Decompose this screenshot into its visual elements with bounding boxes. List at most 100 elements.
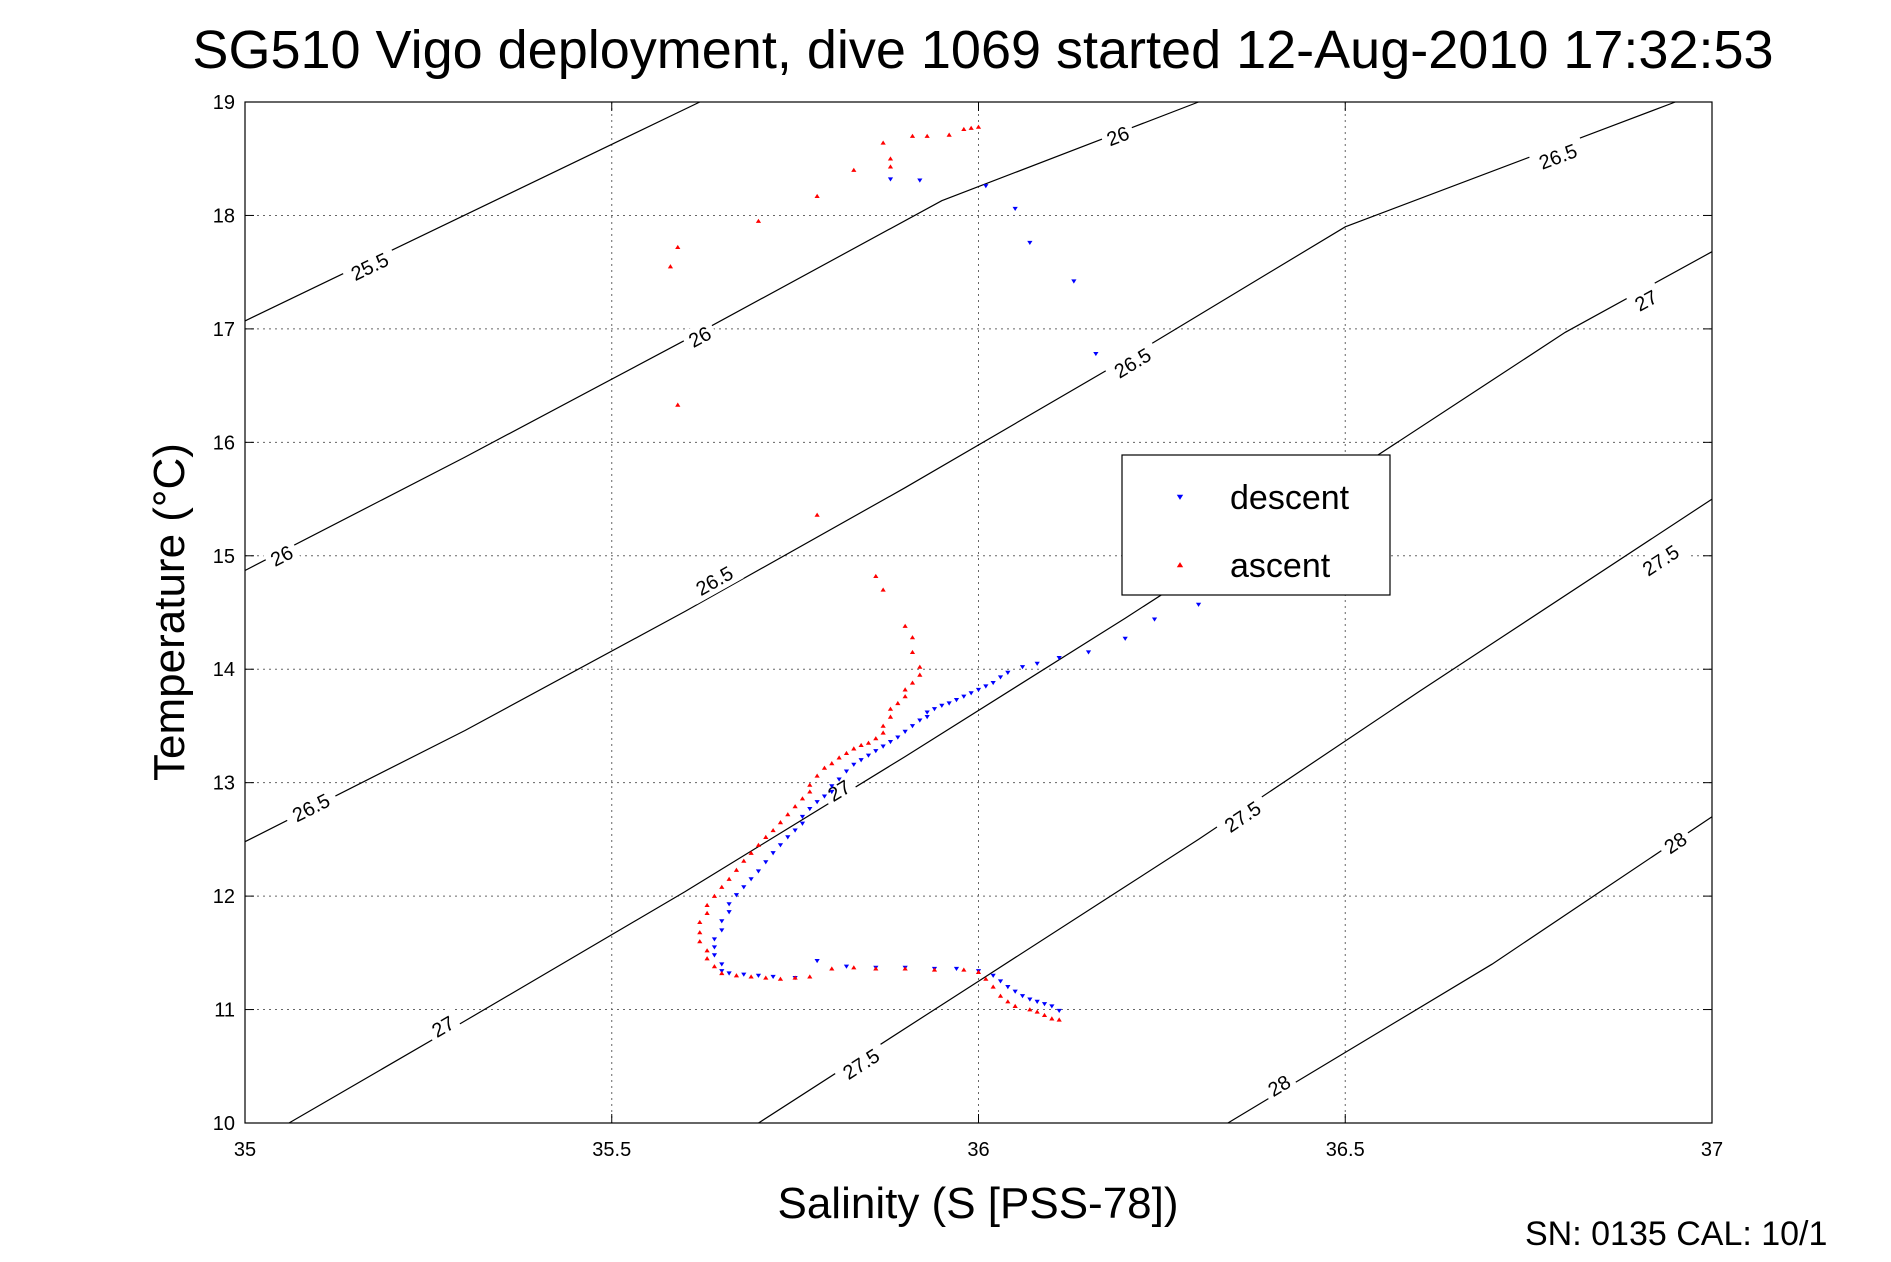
y-tick-label: 18 xyxy=(213,205,235,227)
descent-point xyxy=(1027,240,1033,246)
descent-point xyxy=(719,928,725,933)
ascent-point xyxy=(697,930,703,935)
ascent-point xyxy=(873,966,879,971)
descent-point xyxy=(1019,665,1026,670)
descent-point xyxy=(726,971,732,976)
descent-point xyxy=(755,973,762,978)
y-tick-label: 14 xyxy=(213,659,235,681)
ascent-point xyxy=(975,124,982,129)
descent-point xyxy=(726,902,732,907)
descent-point xyxy=(1071,279,1077,284)
contour-label-bg xyxy=(1528,135,1588,178)
ascent-point xyxy=(902,966,908,971)
ascent-point xyxy=(909,649,916,655)
y-tick-label: 13 xyxy=(213,773,235,795)
ascent-point xyxy=(697,919,703,925)
ascent-point xyxy=(792,975,798,980)
ascent-point xyxy=(770,827,776,833)
x-tick-label: 36 xyxy=(967,1139,989,1161)
descent-point xyxy=(843,769,850,774)
ascent-point xyxy=(887,164,894,169)
ascent-point xyxy=(697,939,703,944)
descent-point xyxy=(1093,352,1099,357)
descent-point xyxy=(1151,617,1158,622)
ascent-point xyxy=(719,970,725,976)
ascent-point xyxy=(880,140,886,145)
x-tick-label: 35 xyxy=(234,1139,256,1161)
descent-point xyxy=(829,784,835,789)
ascent-point xyxy=(777,976,784,981)
descent-point xyxy=(733,893,740,898)
descent-point xyxy=(990,681,996,686)
chart-title: SG510 Vigo deployment, dive 1069 started… xyxy=(192,20,1773,80)
ascent-point xyxy=(741,858,747,863)
descent-point xyxy=(799,814,806,820)
descent-point xyxy=(807,806,813,812)
x-tick-label: 37 xyxy=(1701,1139,1723,1161)
descent-point xyxy=(1005,985,1011,990)
descent-point xyxy=(1012,989,1018,994)
ascent-point xyxy=(667,264,674,269)
contour-label-bg xyxy=(423,1008,463,1046)
descent-point xyxy=(931,707,938,712)
contour-line xyxy=(758,498,1713,1124)
ascent-point xyxy=(829,966,835,971)
ascent-point xyxy=(917,672,923,677)
descent-point xyxy=(953,966,960,972)
legend-label-descent: descent xyxy=(1230,479,1350,517)
y-tick-label: 19 xyxy=(213,92,235,114)
ascent-point xyxy=(829,761,835,766)
descent-point xyxy=(792,828,798,833)
contour-label-group: 28 xyxy=(1655,823,1696,862)
ascent-point xyxy=(763,834,769,839)
ascent-point xyxy=(807,974,813,979)
descent-point xyxy=(821,794,828,799)
ascent-point xyxy=(961,967,967,972)
ascent-point xyxy=(924,133,930,138)
contour-line xyxy=(1227,816,1713,1124)
contour-label-group: 26 xyxy=(1098,119,1138,153)
ascent-point xyxy=(909,680,916,685)
ascent-point xyxy=(843,750,850,755)
descent-point xyxy=(968,691,974,696)
ascent-point xyxy=(887,706,894,711)
descent-point xyxy=(997,675,1004,680)
ascent-point xyxy=(975,969,982,974)
descent-point xyxy=(741,885,747,890)
descent-point xyxy=(1027,997,1033,1002)
ascent-point xyxy=(917,664,923,669)
ascent-point xyxy=(961,126,967,132)
ascent-point xyxy=(1012,1003,1018,1008)
ascent-point xyxy=(909,133,916,138)
ascent-point xyxy=(748,850,754,855)
ascent-point xyxy=(763,975,769,980)
x-tick-label: 36.5 xyxy=(1326,1139,1365,1161)
contour-label-bg xyxy=(1103,338,1162,388)
descent-point xyxy=(983,684,989,689)
descent-point xyxy=(1041,1002,1048,1007)
descent-point xyxy=(1056,1008,1062,1014)
descent-point xyxy=(770,974,776,979)
ascent-point xyxy=(814,512,820,517)
descent-point xyxy=(755,869,762,874)
ascent-point xyxy=(704,956,710,961)
ascent-point xyxy=(873,736,879,741)
ascent-point xyxy=(704,948,710,953)
contour-line xyxy=(244,101,701,322)
ascent-point xyxy=(902,694,908,699)
ascent-point xyxy=(704,902,710,908)
descent-point xyxy=(939,703,945,708)
descent-point xyxy=(1034,999,1040,1004)
ascent-point xyxy=(851,965,857,970)
ascent-point xyxy=(799,796,806,801)
descent-point xyxy=(1056,656,1062,661)
descent-point xyxy=(924,715,930,720)
ascent-point xyxy=(902,623,908,628)
descent-point xyxy=(763,860,769,865)
descent-point xyxy=(909,724,916,729)
descent-point xyxy=(726,910,732,915)
ascent-point xyxy=(1049,1016,1055,1021)
descent-point xyxy=(917,178,923,183)
axis-ticks: 35 35.5 36 36.5 37 10 11 12 13 14 15 16 17 18 19 xyxy=(213,92,1723,1161)
